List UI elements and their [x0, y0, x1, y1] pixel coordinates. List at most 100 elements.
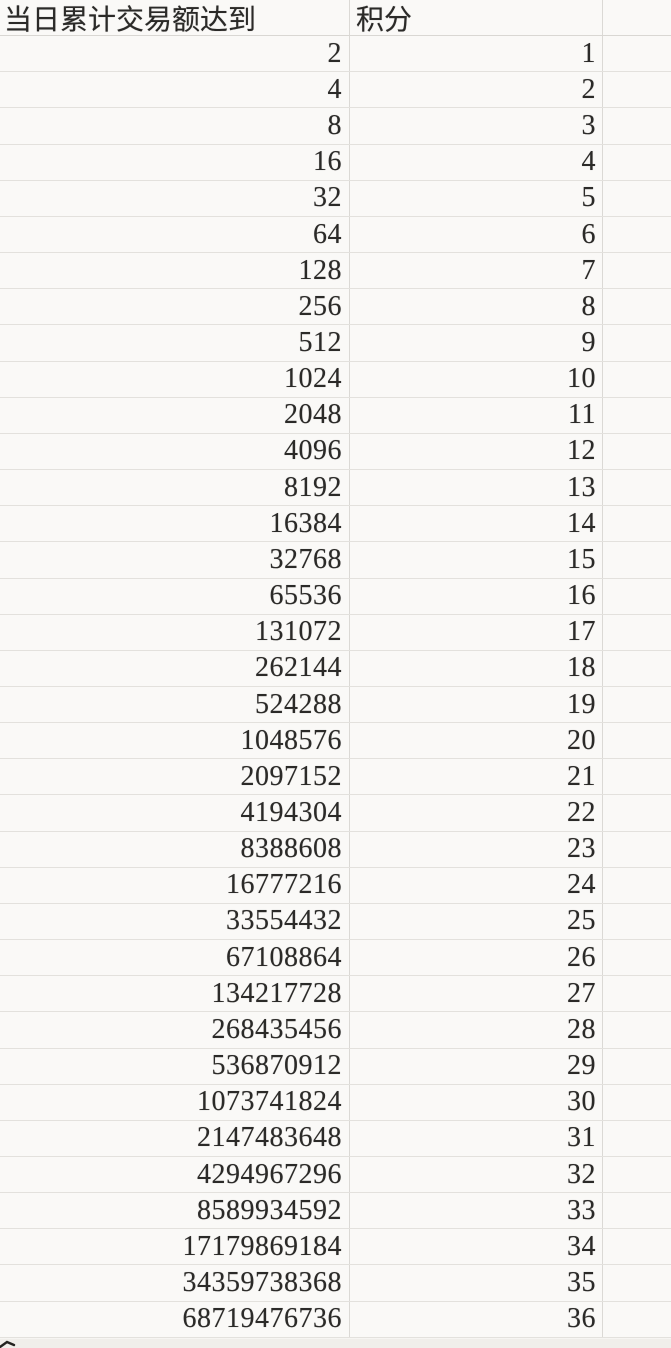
amount-cell[interactable]: 4294967296 — [0, 1157, 350, 1193]
empty-cell[interactable] — [603, 868, 671, 903]
empty-cell[interactable] — [603, 615, 671, 650]
amount-cell[interactable]: 16384 — [0, 506, 350, 542]
amount-cell[interactable]: 268435456 — [0, 1012, 350, 1048]
amount-cell[interactable]: 64 — [0, 216, 350, 253]
empty-cell[interactable] — [603, 687, 671, 722]
points-cell[interactable]: 25 — [350, 903, 603, 940]
points-cell[interactable]: 5 — [350, 180, 603, 216]
amount-cell[interactable]: 17179869184 — [0, 1229, 350, 1265]
empty-cell[interactable] — [603, 398, 671, 433]
empty-cell[interactable] — [603, 506, 671, 541]
points-cell[interactable]: 30 — [350, 1084, 603, 1120]
amount-cell[interactable]: 131072 — [0, 614, 350, 650]
empty-cell[interactable] — [603, 1049, 671, 1084]
points-cell[interactable]: 22 — [350, 795, 603, 831]
amount-cell[interactable]: 524288 — [0, 686, 350, 723]
points-cell[interactable]: 6 — [350, 216, 603, 253]
amount-cell[interactable]: 1024 — [0, 361, 350, 397]
points-cell[interactable]: 33 — [350, 1193, 603, 1229]
empty-cell[interactable] — [603, 579, 671, 614]
points-cell[interactable]: 21 — [350, 759, 603, 795]
empty-cell[interactable] — [603, 940, 671, 975]
empty-cell[interactable] — [603, 651, 671, 686]
empty-cell[interactable] — [603, 832, 671, 867]
points-cell[interactable]: 11 — [350, 397, 603, 433]
empty-cell[interactable] — [603, 181, 671, 216]
points-cell[interactable]: 4 — [350, 144, 603, 180]
points-cell[interactable]: 13 — [350, 470, 603, 506]
points-cell[interactable]: 27 — [350, 976, 603, 1012]
empty-cell[interactable] — [603, 1085, 671, 1120]
points-cell[interactable]: 26 — [350, 940, 603, 976]
amount-cell[interactable]: 2147483648 — [0, 1120, 350, 1156]
amount-cell[interactable]: 128 — [0, 253, 350, 289]
points-cell[interactable]: 35 — [350, 1265, 603, 1301]
points-cell[interactable]: 29 — [350, 1048, 603, 1084]
points-cell[interactable]: 15 — [350, 542, 603, 578]
points-cell[interactable]: 28 — [350, 1012, 603, 1048]
points-cell[interactable]: 18 — [350, 650, 603, 686]
points-cell[interactable]: 16 — [350, 578, 603, 614]
column-header-points[interactable]: 积分 — [350, 0, 603, 36]
empty-cell[interactable] — [603, 904, 671, 939]
amount-cell[interactable]: 1048576 — [0, 723, 350, 759]
amount-cell[interactable]: 8589934592 — [0, 1193, 350, 1229]
empty-cell[interactable] — [603, 1229, 671, 1264]
points-cell[interactable]: 10 — [350, 361, 603, 397]
points-cell[interactable]: 12 — [350, 433, 603, 470]
amount-cell[interactable]: 8192 — [0, 470, 350, 506]
empty-cell[interactable] — [603, 1265, 671, 1300]
amount-cell[interactable]: 16777216 — [0, 867, 350, 903]
column-header-amount[interactable]: 当日累计交易额达到 — [0, 0, 350, 36]
points-cell[interactable]: 17 — [350, 614, 603, 650]
amount-cell[interactable]: 32 — [0, 180, 350, 216]
amount-cell[interactable]: 68719476736 — [0, 1301, 350, 1337]
amount-cell[interactable]: 2 — [0, 36, 350, 72]
amount-cell[interactable]: 67108864 — [0, 940, 350, 976]
amount-cell[interactable]: 16 — [0, 144, 350, 180]
amount-cell[interactable]: 4 — [0, 72, 350, 108]
empty-cell[interactable] — [603, 542, 671, 577]
empty-cell[interactable] — [603, 759, 671, 794]
points-cell[interactable]: 24 — [350, 867, 603, 903]
empty-cell[interactable] — [603, 72, 671, 107]
empty-cell[interactable] — [603, 145, 671, 180]
points-cell[interactable]: 32 — [350, 1157, 603, 1193]
empty-cell[interactable] — [603, 289, 671, 324]
amount-cell[interactable]: 512 — [0, 325, 350, 361]
empty-cell[interactable] — [603, 723, 671, 758]
points-cell[interactable]: 9 — [350, 325, 603, 361]
empty-cell[interactable] — [603, 470, 671, 505]
amount-cell[interactable]: 8388608 — [0, 831, 350, 867]
points-cell[interactable]: 34 — [350, 1229, 603, 1265]
empty-cell[interactable] — [603, 1193, 671, 1228]
amount-cell[interactable]: 536870912 — [0, 1048, 350, 1084]
empty-cell[interactable] — [603, 1157, 671, 1192]
amount-cell[interactable]: 2097152 — [0, 759, 350, 795]
empty-header-cell[interactable] — [603, 0, 671, 35]
points-cell[interactable]: 36 — [350, 1301, 603, 1337]
empty-cell[interactable] — [603, 976, 671, 1011]
amount-cell[interactable]: 8 — [0, 108, 350, 144]
amount-cell[interactable]: 134217728 — [0, 976, 350, 1012]
empty-cell[interactable] — [603, 253, 671, 288]
amount-cell[interactable]: 2048 — [0, 397, 350, 433]
empty-cell[interactable] — [603, 434, 671, 469]
points-cell[interactable]: 19 — [350, 686, 603, 723]
empty-cell[interactable] — [603, 1012, 671, 1047]
empty-cell[interactable] — [603, 36, 671, 71]
points-cell[interactable]: 23 — [350, 831, 603, 867]
points-cell[interactable]: 14 — [350, 506, 603, 542]
points-cell[interactable]: 3 — [350, 108, 603, 144]
points-cell[interactable]: 7 — [350, 253, 603, 289]
amount-cell[interactable]: 262144 — [0, 650, 350, 686]
empty-cell[interactable] — [603, 108, 671, 143]
points-cell[interactable]: 2 — [350, 72, 603, 108]
empty-cell[interactable] — [603, 217, 671, 252]
amount-cell[interactable]: 4096 — [0, 433, 350, 470]
points-cell[interactable]: 1 — [350, 36, 603, 72]
points-cell[interactable]: 20 — [350, 723, 603, 759]
points-cell[interactable]: 8 — [350, 289, 603, 325]
amount-cell[interactable]: 34359738368 — [0, 1265, 350, 1301]
amount-cell[interactable]: 4194304 — [0, 795, 350, 831]
